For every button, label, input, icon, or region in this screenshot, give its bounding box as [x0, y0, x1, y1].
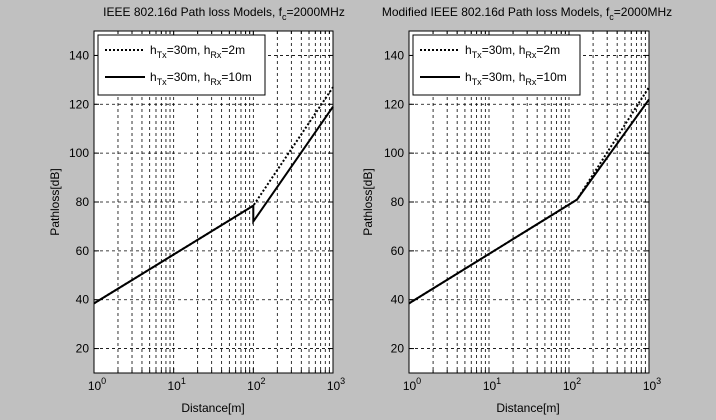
x-tick-label: 103 — [643, 376, 661, 393]
x-tick-label: 102 — [563, 376, 581, 393]
y-tick-label: 120 — [69, 97, 89, 111]
y-tick-label: 80 — [76, 195, 90, 209]
y-axis-label: Pathloss[dB] — [48, 168, 62, 235]
y-tick-label: 40 — [76, 293, 90, 307]
tick-marks — [94, 31, 333, 373]
x-axis-label: Distance[m] — [496, 401, 559, 415]
legend: hTx=30m, hRx=2m hTx=30m, hRx=10m — [412, 34, 581, 96]
x-tick-label: 102 — [247, 376, 265, 393]
legend-box — [412, 34, 581, 96]
x-tick-labels: 100 101 102 103 — [88, 376, 345, 393]
legend-entry-hrx-2m: hTx=30m, hRx=2m — [150, 43, 245, 60]
x-tick-labels: 100 101 102 103 — [403, 376, 661, 393]
legend: hTx=30m, hRx=2m hTx=30m, hRx=10m — [97, 34, 266, 96]
legend-box — [97, 34, 266, 96]
y-tick-label: 100 — [69, 146, 89, 160]
y-tick-label: 60 — [76, 244, 90, 258]
x-tick-label: 101 — [167, 376, 185, 393]
y-tick-labels: 20 40 60 80 100 120 140 — [384, 48, 404, 355]
chart-left: IEEE 802.16d Path loss Models, fc=2000MH… — [48, 5, 345, 415]
y-tick-label: 140 — [384, 48, 404, 62]
x-tick-label: 100 — [403, 376, 421, 393]
legend-entry-hrx-10m: hTx=30m, hRx=10m — [150, 70, 252, 87]
series-line-solid — [408, 98, 650, 305]
chart-title: IEEE 802.16d Path loss Models, fc=2000MH… — [103, 5, 345, 22]
series-lines — [408, 86, 650, 305]
y-tick-label: 120 — [384, 97, 404, 111]
x-tick-label: 103 — [327, 376, 345, 393]
x-tick-label: 100 — [88, 376, 106, 393]
y-tick-label: 80 — [391, 195, 405, 209]
y-tick-label: 60 — [391, 244, 405, 258]
series-line-solid — [93, 106, 334, 305]
y-tick-label: 20 — [76, 342, 90, 356]
y-tick-label: 100 — [384, 146, 404, 160]
series-lines — [93, 86, 334, 305]
chart-right: Modified IEEE 802.16d Path loss Models, … — [361, 5, 672, 415]
legend-entry-hrx-2m: hTx=30m, hRx=2m — [465, 43, 560, 60]
y-tick-labels: 20 40 60 80 100 120 140 — [69, 48, 89, 355]
y-tick-label: 20 — [391, 342, 405, 356]
y-tick-label: 140 — [69, 48, 89, 62]
legend-entry-hrx-10m: hTx=30m, hRx=10m — [465, 70, 567, 87]
y-tick-label: 40 — [391, 293, 405, 307]
x-tick-label: 101 — [483, 376, 501, 393]
y-axis-label: Pathloss[dB] — [361, 168, 375, 235]
tick-marks — [409, 31, 649, 373]
x-axis-label: Distance[m] — [181, 401, 244, 415]
chart-title: Modified IEEE 802.16d Path loss Models, … — [382, 5, 672, 22]
